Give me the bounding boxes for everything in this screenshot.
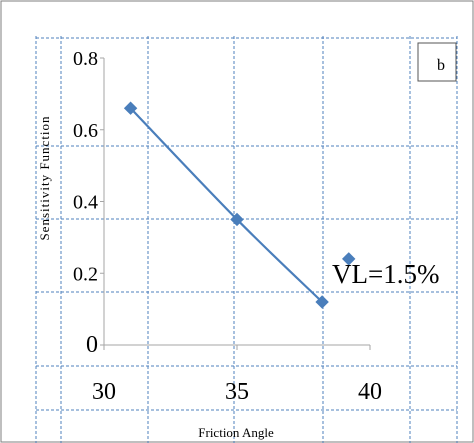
y-tick-label: 0.4 xyxy=(73,192,98,214)
panel-label: b xyxy=(437,57,445,74)
y-tick-label: 0.6 xyxy=(73,120,98,142)
panel-label-box xyxy=(417,42,457,82)
x-tick-labels: 30 35 40 xyxy=(92,379,382,405)
y-tick-label: 0 xyxy=(86,332,98,358)
y-axis-label: Sensitivity Function xyxy=(37,115,52,240)
y-tick-labels: 0 0.2 0.4 0.6 0.8 xyxy=(73,48,98,358)
series-group xyxy=(123,101,356,309)
extra-data-point-marker xyxy=(342,252,356,266)
x-tick-label: 30 xyxy=(92,379,116,405)
data-point-marker xyxy=(315,295,329,309)
x-axis-label: Friction Angle xyxy=(198,425,274,440)
data-point-marker xyxy=(123,101,138,115)
x-tick-label: 35 xyxy=(225,379,249,405)
vl-annotation: VL=1.5% xyxy=(332,259,439,289)
x-tick-label: 40 xyxy=(358,379,382,405)
axes xyxy=(100,57,371,350)
y-tick-label: 0.2 xyxy=(73,263,98,285)
dashed-gridlines xyxy=(35,36,458,443)
y-tick-label: 0.8 xyxy=(73,48,98,70)
data-point-marker xyxy=(230,212,244,227)
